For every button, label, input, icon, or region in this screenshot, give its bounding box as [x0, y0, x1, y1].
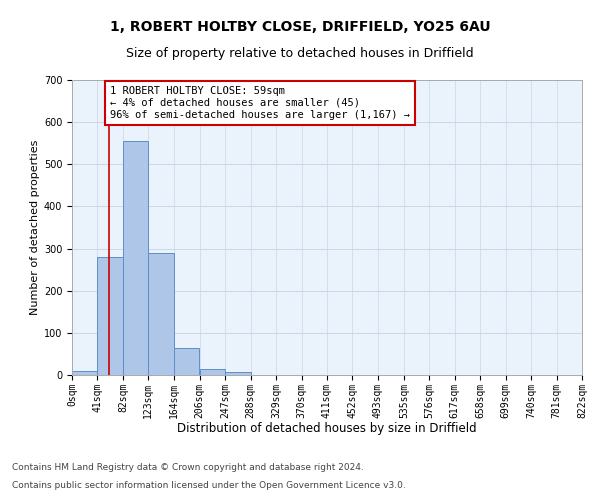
- Text: 1, ROBERT HOLTBY CLOSE, DRIFFIELD, YO25 6AU: 1, ROBERT HOLTBY CLOSE, DRIFFIELD, YO25 …: [110, 20, 490, 34]
- Bar: [148, 253, 174, 375]
- Text: 1 ROBERT HOLTBY CLOSE: 59sqm
← 4% of detached houses are smaller (45)
96% of sem: 1 ROBERT HOLTBY CLOSE: 59sqm ← 4% of det…: [110, 86, 410, 120]
- Bar: [123, 141, 148, 375]
- Bar: [200, 368, 225, 375]
- Bar: [225, 372, 251, 375]
- Y-axis label: Number of detached properties: Number of detached properties: [29, 140, 40, 315]
- X-axis label: Distribution of detached houses by size in Driffield: Distribution of detached houses by size …: [177, 422, 477, 435]
- Text: Contains public sector information licensed under the Open Government Licence v3: Contains public sector information licen…: [12, 481, 406, 490]
- Bar: [72, 371, 97, 375]
- Text: Contains HM Land Registry data © Crown copyright and database right 2024.: Contains HM Land Registry data © Crown c…: [12, 464, 364, 472]
- Bar: [174, 348, 199, 375]
- Bar: [97, 257, 123, 375]
- Text: Size of property relative to detached houses in Driffield: Size of property relative to detached ho…: [126, 48, 474, 60]
